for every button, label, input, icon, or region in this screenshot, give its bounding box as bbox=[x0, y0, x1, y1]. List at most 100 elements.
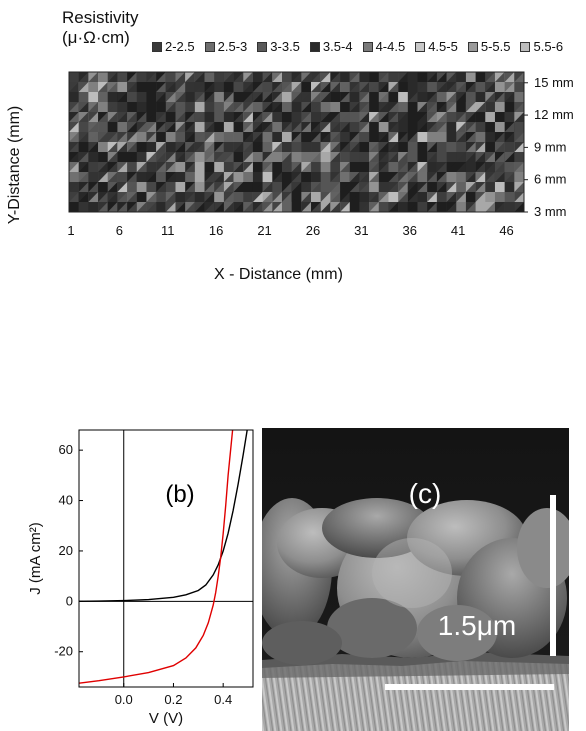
heatmap-cell bbox=[485, 132, 496, 143]
heatmap-cell bbox=[311, 152, 322, 163]
heatmap-cell bbox=[127, 192, 138, 203]
heatmap-cell bbox=[78, 152, 89, 163]
heatmap-cell bbox=[223, 82, 234, 93]
heatmap-cell bbox=[262, 112, 273, 123]
heatmap-cell bbox=[165, 202, 176, 213]
heatmap-cell bbox=[262, 132, 273, 143]
heatmap-cell bbox=[69, 92, 79, 103]
heatmap-cell bbox=[165, 182, 176, 193]
heatmap-cell bbox=[446, 102, 457, 113]
heatmap-cell bbox=[446, 152, 457, 163]
heatmap-cell bbox=[388, 202, 399, 213]
heatmap-cell bbox=[417, 192, 428, 203]
x-axis-title: V (V) bbox=[149, 710, 183, 727]
heatmap-cell bbox=[214, 202, 225, 213]
heatmap-cell bbox=[330, 112, 341, 123]
heatmap-cell bbox=[320, 82, 331, 93]
heatmap-cell bbox=[146, 122, 157, 133]
heatmap-cell bbox=[446, 142, 457, 153]
heatmap-cell bbox=[272, 92, 283, 103]
heatmap-cell bbox=[485, 202, 496, 213]
y-tick-label: 60 bbox=[59, 442, 73, 457]
heatmap-cell bbox=[417, 72, 428, 83]
heatmap-cell bbox=[78, 122, 89, 133]
heatmap-cell bbox=[407, 122, 418, 133]
heatmap-cell bbox=[311, 112, 322, 123]
heatmap-cell bbox=[146, 72, 157, 83]
heatmap-cell bbox=[417, 182, 428, 193]
heatmap-cell bbox=[69, 102, 79, 113]
heatmap-cell bbox=[214, 72, 225, 83]
heatmap-cell bbox=[69, 132, 79, 143]
heatmap-cell bbox=[233, 152, 244, 163]
heatmap-cell bbox=[107, 72, 118, 83]
legend-item: 3.5-4 bbox=[309, 39, 353, 54]
heatmap-cell bbox=[330, 82, 341, 93]
heatmap-cell bbox=[272, 172, 283, 183]
heatmap-cell bbox=[320, 202, 331, 213]
heatmap-cell bbox=[214, 92, 225, 103]
heatmap-cell bbox=[330, 202, 341, 213]
heatmap-cell bbox=[485, 162, 496, 173]
heatmap-cell bbox=[504, 102, 515, 113]
heatmap-cell bbox=[417, 92, 428, 103]
heatmap-cell bbox=[107, 112, 118, 123]
heatmap-cell bbox=[107, 142, 118, 153]
heatmap-cell bbox=[369, 122, 380, 133]
heatmap-cell bbox=[223, 112, 234, 123]
heatmap-cell bbox=[311, 92, 322, 103]
heatmap-cell bbox=[407, 82, 418, 93]
heatmap-cell bbox=[485, 142, 496, 153]
heatmap-cell bbox=[214, 122, 225, 133]
legend-label: 4-4.5 bbox=[375, 39, 406, 54]
heatmap-cell bbox=[127, 172, 138, 183]
heatmap-cell bbox=[272, 112, 283, 123]
y-tick-label: 20 bbox=[59, 543, 73, 558]
heatmap-cell bbox=[252, 202, 263, 213]
legend-swatch bbox=[204, 41, 215, 52]
heatmap-cell bbox=[475, 102, 486, 113]
heatmap-cell bbox=[107, 102, 118, 113]
heatmap-cell bbox=[175, 132, 186, 143]
heatmap-cell bbox=[446, 192, 457, 203]
x-tick-label: 26 bbox=[306, 223, 320, 238]
heatmap-cell bbox=[281, 142, 292, 153]
heatmap-cell bbox=[272, 152, 283, 163]
heatmap-cell bbox=[243, 102, 254, 113]
heatmap-cell bbox=[185, 92, 196, 103]
heatmap-cell bbox=[475, 72, 486, 83]
heatmap-cell bbox=[78, 142, 89, 153]
heatmap-cell bbox=[136, 72, 147, 83]
heatmap-cell bbox=[340, 122, 351, 133]
heatmap-cell bbox=[398, 82, 409, 93]
heatmap-cell bbox=[78, 102, 89, 113]
heatmap-cell bbox=[262, 152, 273, 163]
heatmap-cell bbox=[204, 142, 215, 153]
heatmap-cell bbox=[311, 172, 322, 183]
heatmap-cell bbox=[320, 102, 331, 113]
heatmap-cell bbox=[301, 142, 312, 153]
heatmap-cell bbox=[514, 182, 525, 193]
heatmap-cell bbox=[456, 192, 467, 203]
y-tick-label: -20 bbox=[54, 644, 73, 659]
heatmap-cell bbox=[359, 182, 370, 193]
heatmap-cell bbox=[88, 172, 99, 183]
legend-label: 2-2.5 bbox=[165, 39, 195, 54]
heatmap-cell bbox=[291, 102, 302, 113]
heatmap-cell bbox=[504, 82, 515, 93]
heatmap-cell bbox=[165, 112, 176, 123]
heatmap-cell bbox=[301, 152, 312, 163]
heatmap-cell bbox=[475, 182, 486, 193]
heatmap-cell bbox=[311, 202, 322, 213]
heatmap-cell bbox=[272, 72, 283, 83]
heatmap-cell bbox=[185, 112, 196, 123]
heatmap-cell bbox=[146, 102, 157, 113]
heatmap-cell bbox=[407, 172, 418, 183]
heatmap-cell bbox=[349, 92, 360, 103]
heatmap-cell bbox=[349, 152, 360, 163]
heatmap-cell bbox=[233, 192, 244, 203]
heatmap-cell bbox=[349, 172, 360, 183]
heatmap-cell bbox=[359, 72, 370, 83]
heatmap-cell bbox=[223, 92, 234, 103]
heatmap-cell bbox=[311, 192, 322, 203]
